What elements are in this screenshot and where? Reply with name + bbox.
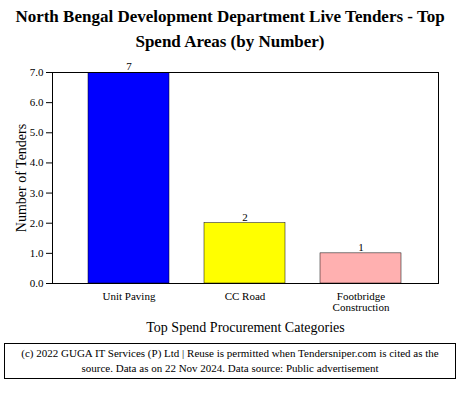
svg-text:Top Spend Procurement Categori: Top Spend Procurement Categories <box>146 320 344 335</box>
svg-text:2.0: 2.0 <box>30 217 44 229</box>
svg-text:7.0: 7.0 <box>30 66 44 78</box>
svg-text:Unit Paving: Unit Paving <box>103 290 156 302</box>
svg-text:1: 1 <box>358 241 364 253</box>
svg-text:5.0: 5.0 <box>30 126 44 138</box>
html-text:(c) 2022 GUGA IT Services (P): (c) 2022 GUGA IT Services (P) Ltd | Reus… <box>21 347 439 374</box>
svg-text:1.0: 1.0 <box>30 247 44 259</box>
html-text:North Bengal Development Depar: North Bengal Development Department Live… <box>15 7 445 51</box>
svg-text:7: 7 <box>126 60 132 72</box>
svg-text:CC Road: CC Road <box>225 290 266 302</box>
svg-text:2: 2 <box>242 211 248 223</box>
svg-text:FootbridgeConstruction: FootbridgeConstruction <box>333 290 390 313</box>
svg-text:4.0: 4.0 <box>30 156 44 168</box>
svg-text:6.0: 6.0 <box>30 96 44 108</box>
svg-text:Number of Tenders: Number of Tenders <box>14 124 29 232</box>
svg-text:3.0: 3.0 <box>30 187 44 199</box>
svg-text:0.0: 0.0 <box>30 277 44 289</box>
